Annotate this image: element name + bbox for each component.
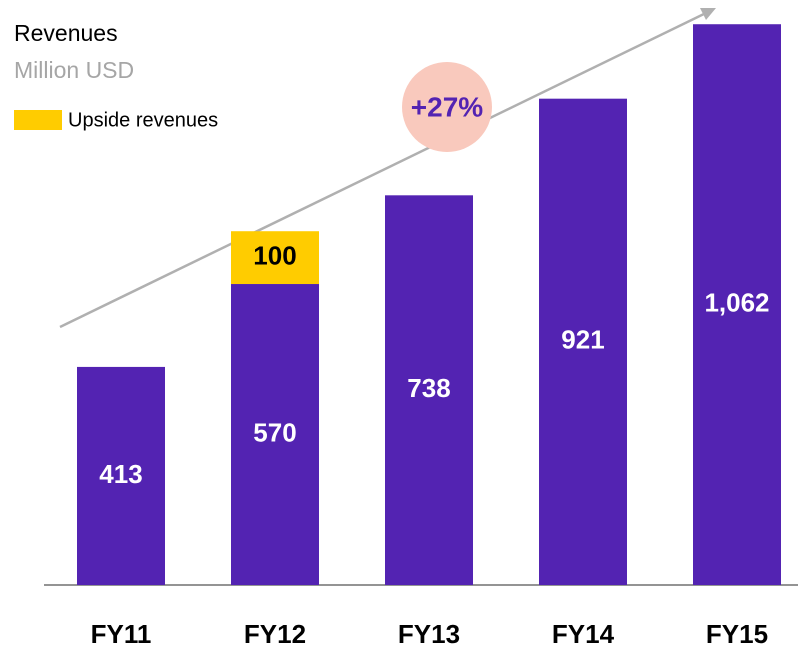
value-label: 1,062 (704, 287, 769, 317)
legend-swatch (14, 110, 62, 130)
value-label: 921 (561, 325, 604, 355)
bar (231, 231, 319, 285)
x-tick-label: FY11 (91, 619, 152, 649)
legend-label: Upside revenues (68, 109, 218, 131)
bar (385, 195, 473, 585)
x-tick-label: FY15 (706, 619, 768, 649)
x-tick-label: FY12 (244, 619, 306, 649)
trend-arrow (59, 10, 709, 329)
growth-circle (402, 62, 492, 152)
value-label: 570 (253, 417, 296, 447)
value-label: 413 (99, 459, 142, 489)
chart-subtitle: Million USD (14, 57, 134, 83)
chart-title: Revenues (14, 20, 118, 46)
bar (539, 98, 627, 586)
x-tick-label: FY14 (552, 619, 615, 649)
x-tick-label: FY13 (398, 619, 460, 649)
bar (693, 24, 781, 585)
value-label: 100 (253, 240, 296, 270)
bar (77, 366, 165, 585)
value-label: 738 (407, 373, 450, 403)
growth-annotation: +27% (411, 91, 483, 122)
trend-arrowhead (700, 8, 716, 20)
bar (231, 284, 319, 585)
